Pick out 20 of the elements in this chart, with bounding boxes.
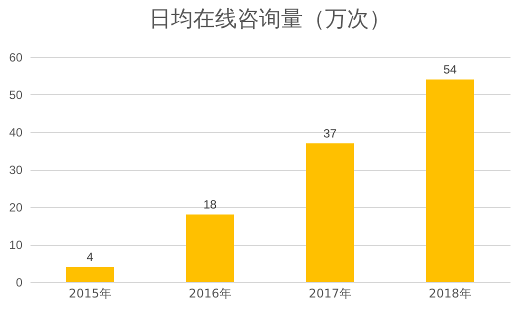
y-tick-label: 30 (9, 163, 23, 177)
y-tick-label: 10 (9, 238, 23, 252)
y-tick-label: 20 (9, 200, 23, 214)
x-tick-label: 2015年 (68, 286, 112, 300)
y-tick-label: 50 (9, 88, 23, 102)
data-label: 18 (203, 198, 217, 212)
data-label: 37 (323, 126, 337, 140)
x-tick-label: 2016年 (188, 286, 232, 300)
data-label: 54 (443, 62, 457, 76)
x-tick-label: 2017年 (308, 286, 352, 300)
y-tick-label: 0 (16, 276, 23, 290)
bar (66, 267, 114, 282)
x-tick-label: 2018年 (428, 286, 472, 300)
chart-title: 日均在线咨询量（万次） (149, 7, 391, 32)
y-tick-label: 40 (9, 126, 23, 140)
data-label: 4 (86, 250, 94, 264)
bar (426, 80, 474, 282)
bar (186, 214, 234, 282)
y-tick-label: 60 (9, 50, 23, 64)
bar (306, 143, 354, 282)
